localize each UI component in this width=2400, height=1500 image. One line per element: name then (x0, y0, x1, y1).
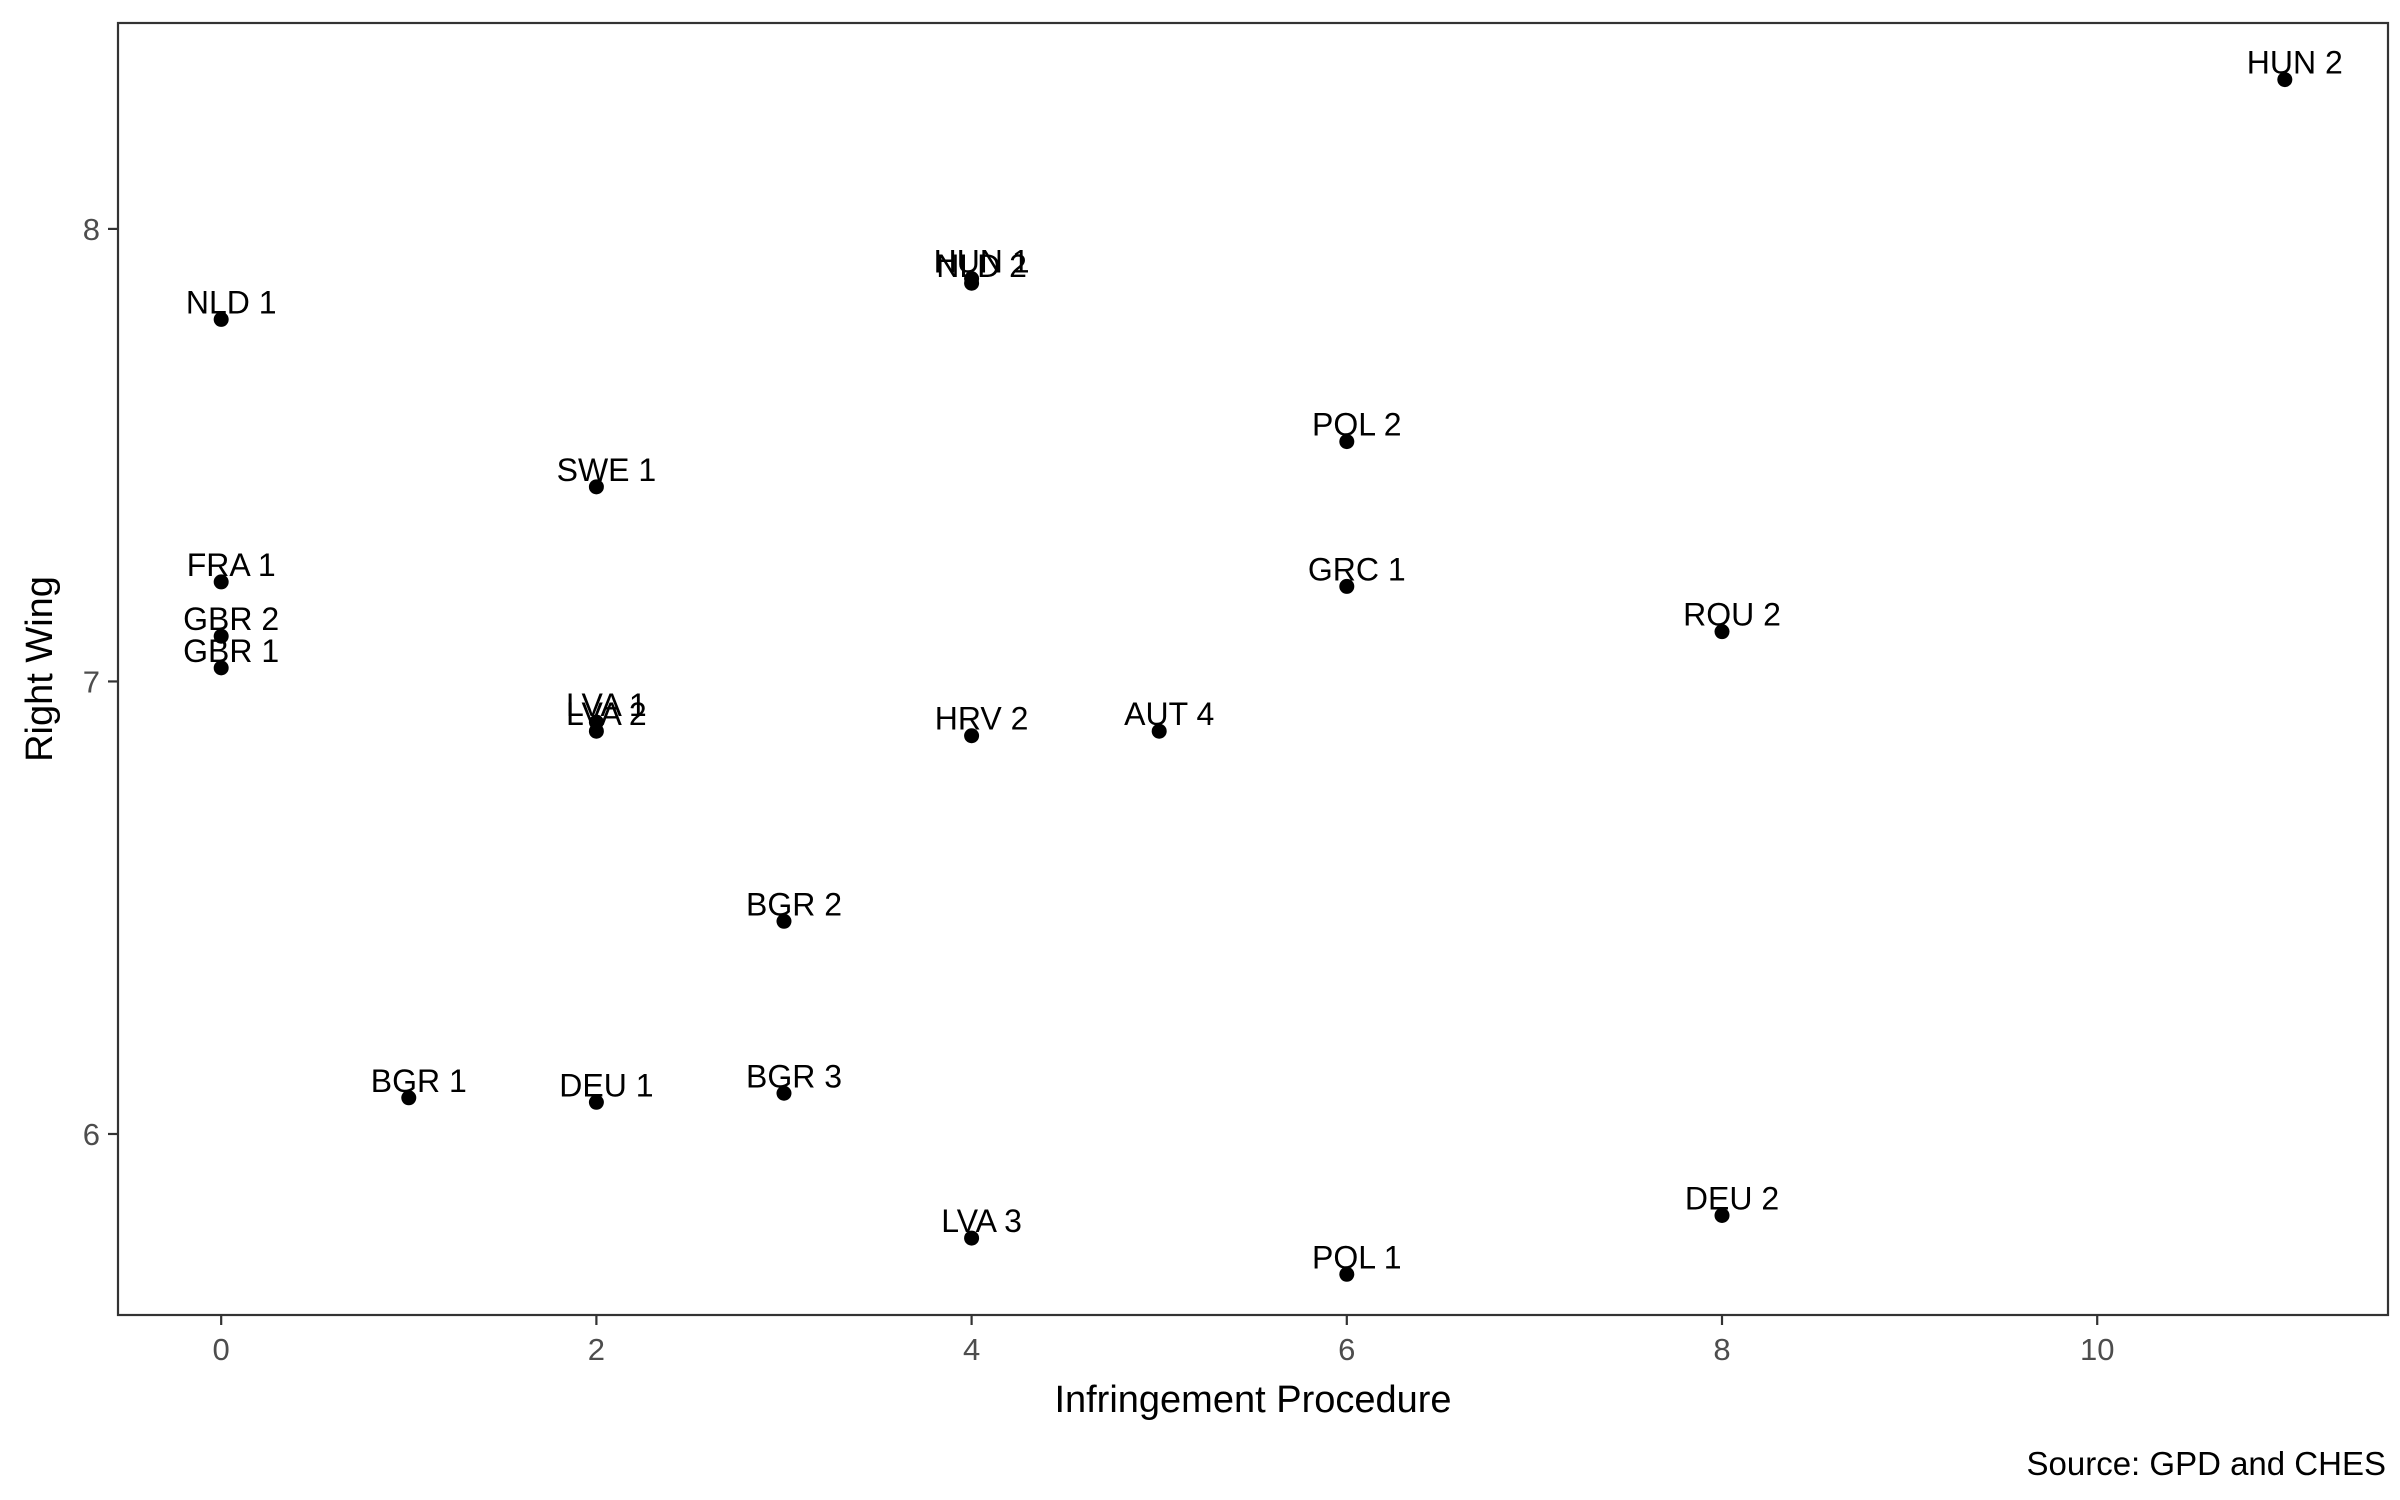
panel-border (116, 21, 2390, 1317)
x-tick-label: 10 (2080, 1332, 2114, 1367)
data-point (1339, 1266, 1355, 1282)
data-point (1151, 723, 1167, 739)
point-label: BGR 2 (746, 886, 842, 922)
x-tick-label: 6 (1338, 1332, 1355, 1367)
point-label: HRV 2 (935, 701, 1029, 737)
x-tick-label: 0 (213, 1332, 230, 1367)
point-label: FRA 1 (187, 547, 276, 583)
point-label: GBR 1 (183, 633, 279, 669)
x-tick-label: 2 (588, 1332, 605, 1367)
point-label: ROU 2 (1683, 597, 1781, 633)
x-tick-label: 4 (963, 1332, 980, 1367)
points-layer (213, 72, 2293, 1282)
point-label: BGR 1 (371, 1063, 467, 1099)
point-label: NLD 2 (936, 248, 1027, 284)
point-label: LVA 3 (941, 1203, 1022, 1239)
data-point (588, 723, 604, 739)
x-axis: 0 2 4 6 8 10 (213, 1315, 2114, 1367)
point-label: DEU 2 (1685, 1180, 1779, 1216)
panel-background (118, 23, 2388, 1315)
point-label: BGR 3 (746, 1058, 842, 1094)
data-point (588, 1094, 604, 1110)
point-label: NLD 1 (186, 284, 277, 320)
data-point (213, 660, 229, 676)
point-label: GBR 2 (183, 601, 279, 637)
y-axis-title: Right Wing (19, 576, 61, 762)
point-label: DEU 1 (559, 1067, 653, 1103)
data-point (213, 311, 229, 327)
data-point (776, 1085, 792, 1101)
x-axis-title: Infringement Procedure (1054, 1379, 1451, 1421)
point-label: AUT 4 (1124, 696, 1214, 732)
point-label: POL 2 (1312, 407, 1402, 443)
data-point (401, 1090, 417, 1106)
data-point (2277, 72, 2293, 88)
point-label: LVA 2 (566, 696, 647, 732)
data-point (1714, 1207, 1730, 1223)
data-point (1339, 434, 1355, 450)
data-point (1714, 624, 1730, 640)
y-tick-label: 8 (83, 212, 100, 247)
data-point (213, 628, 229, 644)
point-label: SWE 1 (557, 452, 657, 488)
data-point (588, 479, 604, 495)
data-point (964, 275, 980, 291)
point-label: GRC 1 (1308, 551, 1406, 587)
point-label: HUN 1 (934, 244, 1030, 280)
y-tick-label: 6 (83, 1117, 100, 1152)
y-tick-label: 7 (83, 664, 100, 699)
y-axis: 6 7 8 (83, 212, 118, 1152)
data-point (776, 913, 792, 929)
data-point (964, 728, 980, 744)
point-label: LVA 1 (566, 687, 647, 723)
data-point (213, 574, 229, 590)
point-label: HUN 2 (2247, 45, 2343, 81)
data-point (1339, 578, 1355, 594)
point-label: POL 1 (1312, 1239, 1402, 1275)
x-tick-label: 8 (1713, 1332, 1730, 1367)
source-caption: Source: GPD and CHES (2027, 1445, 2387, 1482)
data-point (964, 1230, 980, 1246)
